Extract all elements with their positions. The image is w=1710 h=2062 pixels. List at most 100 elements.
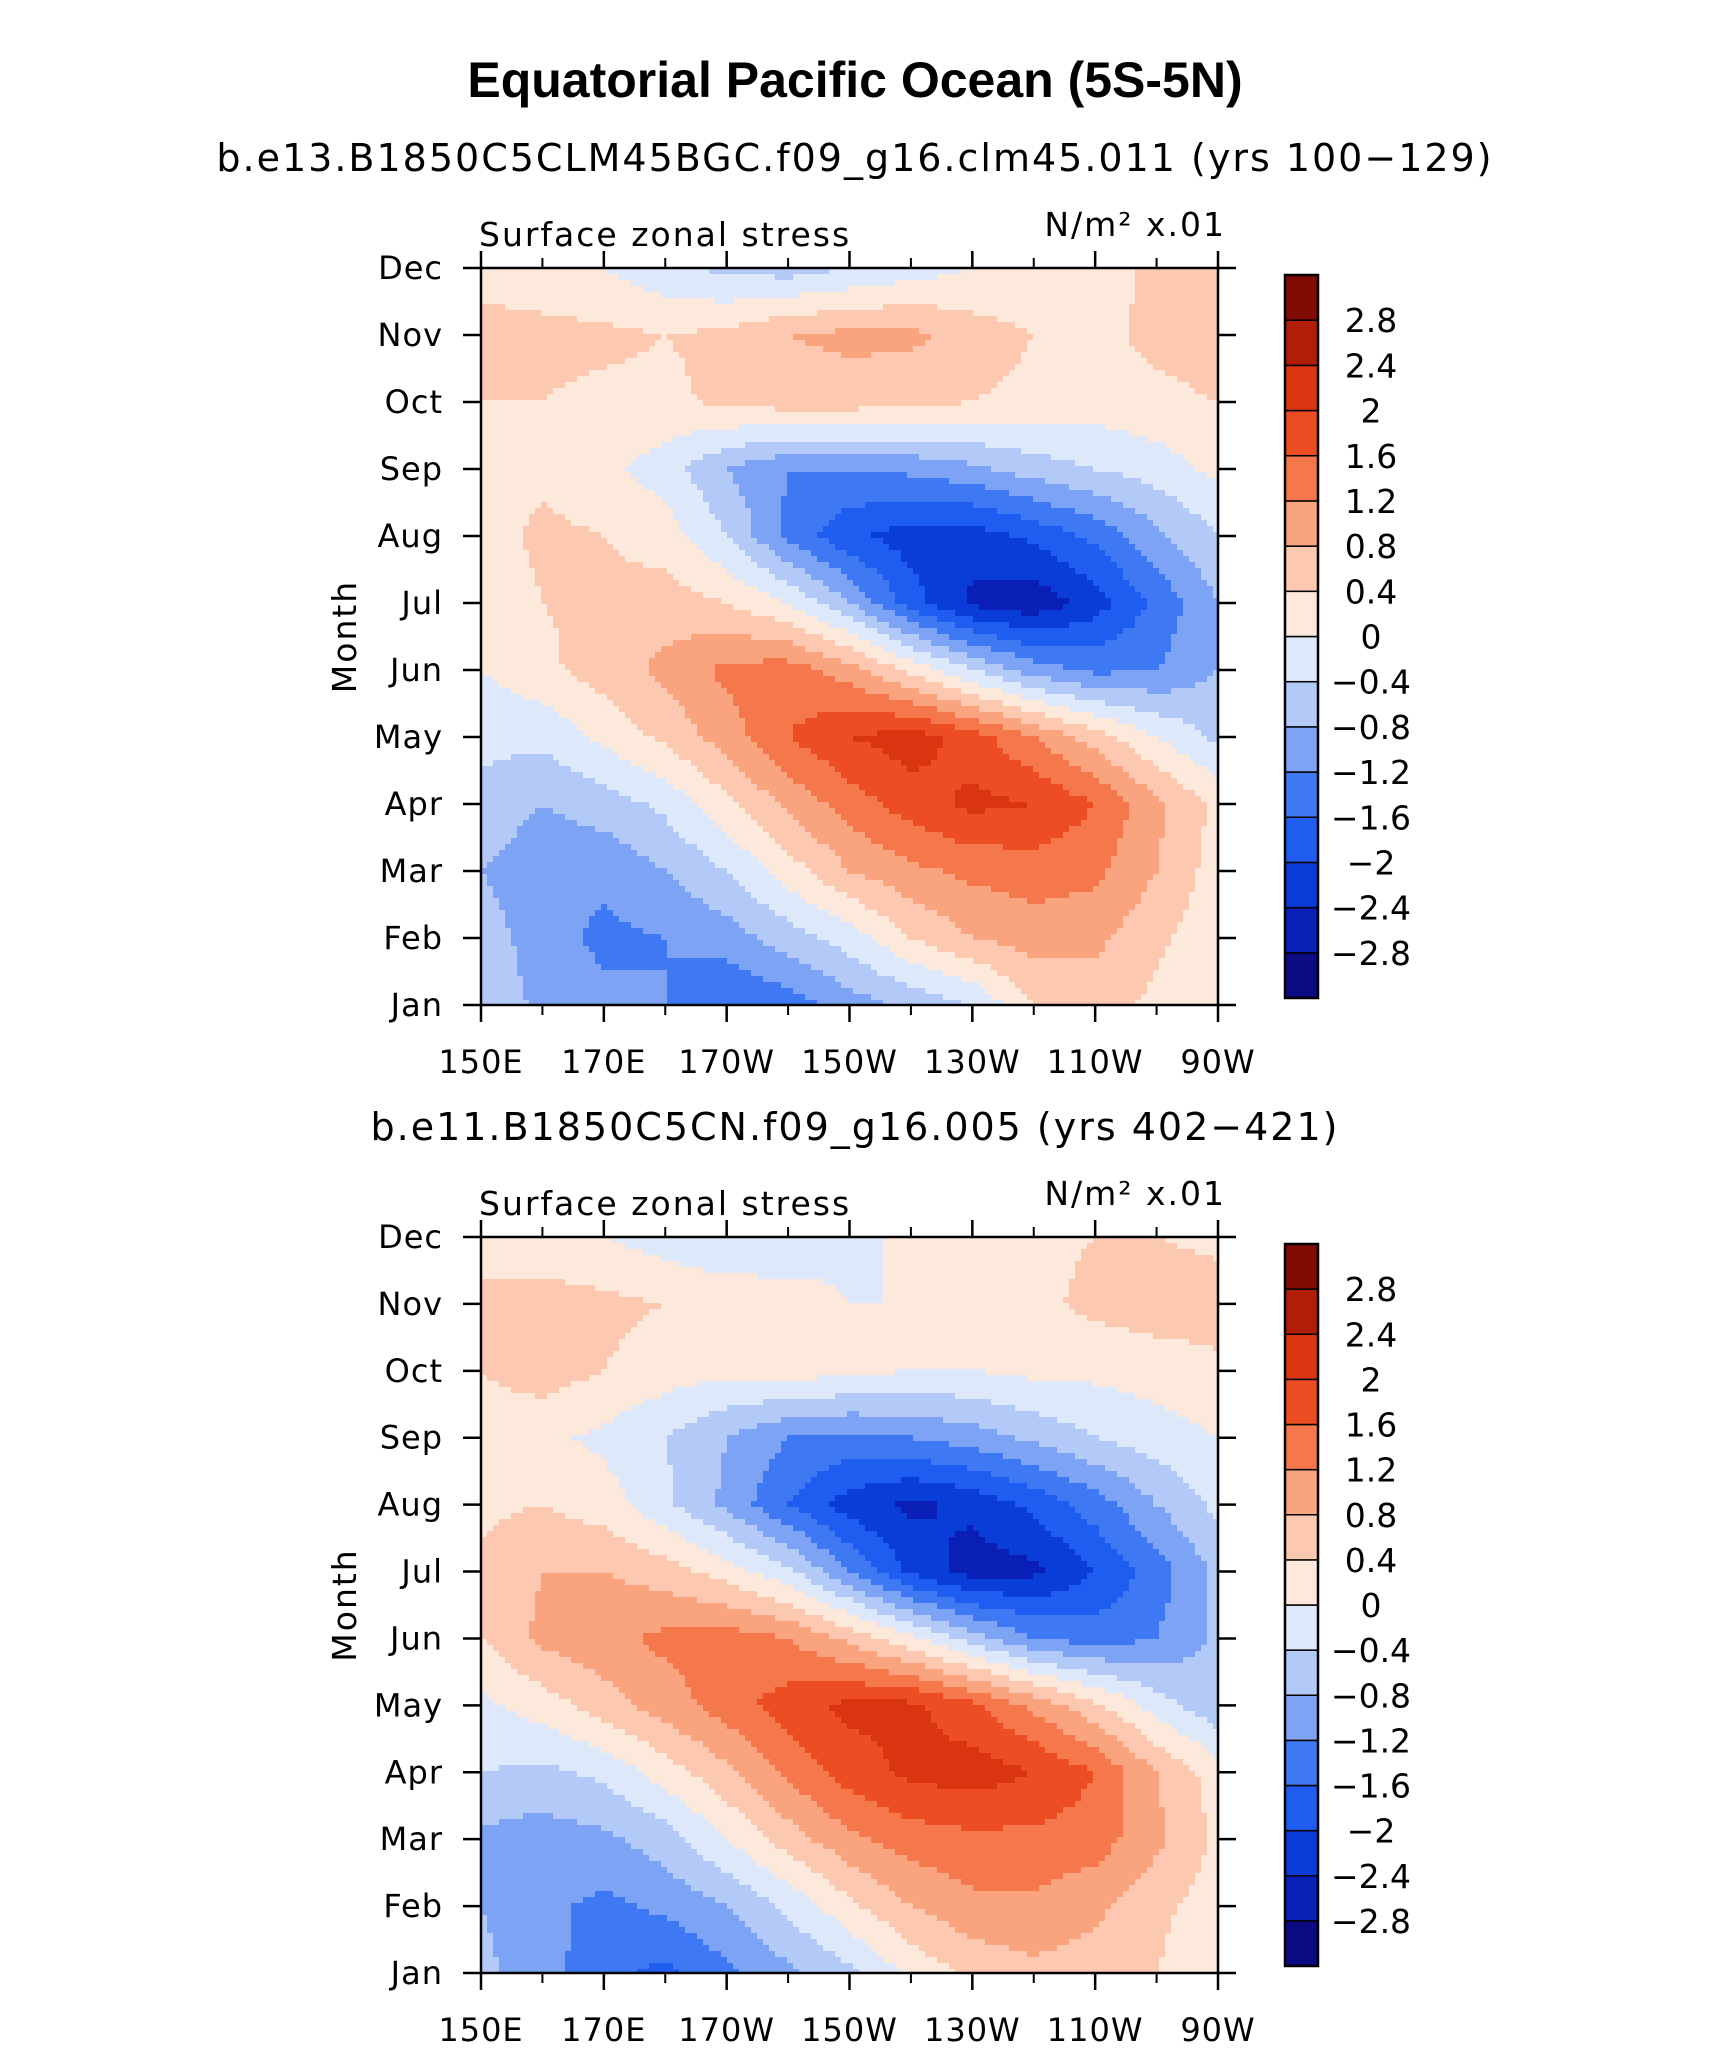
- p2-contour-cell: [631, 1327, 1130, 1334]
- p1-contour-cell: [1129, 316, 1219, 323]
- p2-contour-cell: [835, 1621, 878, 1628]
- p2-contour-cell: [793, 1567, 824, 1574]
- p2-contour-cell: [1195, 1873, 1219, 1880]
- p1-colorbar-box: [1284, 455, 1319, 502]
- p1-contour-cell: [1045, 700, 1106, 707]
- p2-contour-cell: [1033, 1681, 1082, 1688]
- p1-contour-cell: [865, 592, 896, 599]
- p1-contour-cell: [913, 700, 962, 707]
- p2-contour-cell: [757, 1933, 812, 1940]
- p1-contour-cell: [1069, 892, 1142, 899]
- p1-contour-cell: [787, 916, 842, 923]
- p1-contour-cell: [715, 670, 824, 677]
- p1-contour-cell: [481, 808, 536, 815]
- p1-contour-cell: [961, 400, 1219, 407]
- p2-contour-cell: [1081, 1513, 1130, 1520]
- p1-contour-cell: [841, 610, 866, 617]
- p1-contour-cell: [1207, 676, 1219, 683]
- p2-contour-cell: [481, 1507, 524, 1514]
- p2-contour-cell: [1159, 1621, 1208, 1628]
- p1-contour-cell: [1015, 946, 1106, 953]
- p1-contour-cell: [805, 628, 848, 635]
- p1-contour-cell: [1177, 628, 1219, 635]
- p2-contour-cell: [667, 1819, 710, 1826]
- p1-contour-cell: [571, 520, 680, 527]
- p1-contour-cell: [721, 562, 758, 569]
- p2-contour-cell: [901, 1567, 950, 1574]
- p2-contour-cell: [685, 1423, 758, 1430]
- p1-contour-cell: [985, 526, 1064, 533]
- p1-contour-cell: [481, 322, 614, 329]
- p1-contour-cell: [481, 364, 608, 371]
- p1-contour-cell: [775, 406, 860, 413]
- p1-contour-cell: [685, 358, 1022, 365]
- p2-contour-cell: [883, 1237, 1094, 1244]
- p1-contour-cell: [1021, 718, 1064, 725]
- p1-contour-cell: [775, 874, 818, 881]
- p2-contour-cell: [1093, 1777, 1124, 1784]
- p2-units-label: N/m² x.01: [1044, 1174, 1226, 1213]
- p2-contour-cell: [1057, 1495, 1106, 1502]
- p2-contour-cell: [481, 1951, 494, 1958]
- p2-contour-cell: [1123, 1693, 1166, 1700]
- p2-contour-cell: [1165, 1237, 1219, 1244]
- p2-contour-cell: [943, 1669, 992, 1676]
- p2-contour-cell: [1207, 1843, 1219, 1850]
- p2-contour-cell: [721, 1951, 776, 1958]
- p1-contour-cell: [841, 814, 902, 821]
- p1-colorbar-label: 0.8: [1345, 527, 1397, 566]
- p2-contour-cell: [871, 1561, 902, 1568]
- p1-contour-cell: [655, 490, 704, 497]
- p1-contour-cell: [481, 280, 632, 287]
- p1-contour-cell: [961, 268, 1136, 275]
- p1-contour-cell: [1069, 826, 1124, 833]
- p1-contour-cell: [805, 784, 860, 791]
- p1-contour-cell: [1183, 454, 1219, 461]
- p2-contour-cell: [949, 1921, 1100, 1928]
- p2-contour-cell: [589, 1375, 818, 1382]
- p2-contour-cell: [775, 1453, 1004, 1460]
- p2-contour-cell: [1033, 1513, 1082, 1520]
- p1-contour-cell: [1135, 544, 1178, 551]
- p1-contour-cell: [925, 730, 980, 737]
- p1-contour-cell: [991, 790, 1070, 797]
- p2-contour-cell: [865, 1591, 902, 1598]
- p2-contour-cell: [607, 1783, 662, 1790]
- p1-contour-cell: [853, 646, 884, 653]
- p1-contour-cell: [793, 856, 842, 863]
- p1-contour-cell: [523, 994, 668, 1001]
- p2-colorbar-box: [1284, 1784, 1319, 1832]
- p1-colorbar-box: [1284, 771, 1319, 818]
- p2-contour-cell: [841, 1957, 884, 1964]
- p1-contour-cell: [481, 274, 620, 281]
- p1-contour-cell: [781, 508, 842, 515]
- p1-contour-cell: [1021, 730, 1064, 737]
- p1-contour-cell: [913, 568, 1076, 575]
- p1-contour-cell: [835, 808, 890, 815]
- p1-contour-cell: [607, 268, 710, 275]
- p2-contour-cell: [949, 1621, 998, 1628]
- p1-contour-cell: [967, 640, 1022, 647]
- p1-y-axis-title: Month: [325, 580, 364, 693]
- p2-contour-cell: [1099, 1921, 1172, 1928]
- p1-contour-cell: [1189, 898, 1219, 905]
- p2-contour-cell: [673, 1663, 866, 1670]
- p1-contour-cell: [979, 604, 1064, 611]
- p1-contour-cell: [1003, 1000, 1034, 1006]
- p2-contour-cell: [889, 1807, 1064, 1814]
- p1-contour-cell: [703, 400, 962, 407]
- p2-contour-cell: [739, 1807, 776, 1814]
- p1-contour-cell: [1135, 748, 1178, 755]
- p1-contour-cell: [1159, 856, 1202, 863]
- p1-contour-cell: [655, 340, 674, 347]
- p2-y-tick-label: Jul: [399, 1553, 443, 1591]
- p1-contour-cell: [973, 934, 1112, 941]
- p2-contour-cell: [481, 1855, 650, 1862]
- p2-contour-cell: [1147, 1867, 1202, 1874]
- p1-contour-cell: [1075, 460, 1190, 467]
- p1-contour-cell: [1135, 274, 1219, 281]
- p2-contour-cell: [955, 1597, 1118, 1604]
- p1-contour-cell: [835, 676, 884, 683]
- p2-contour-cell: [889, 1573, 920, 1580]
- p2-contour-cell: [481, 1357, 608, 1364]
